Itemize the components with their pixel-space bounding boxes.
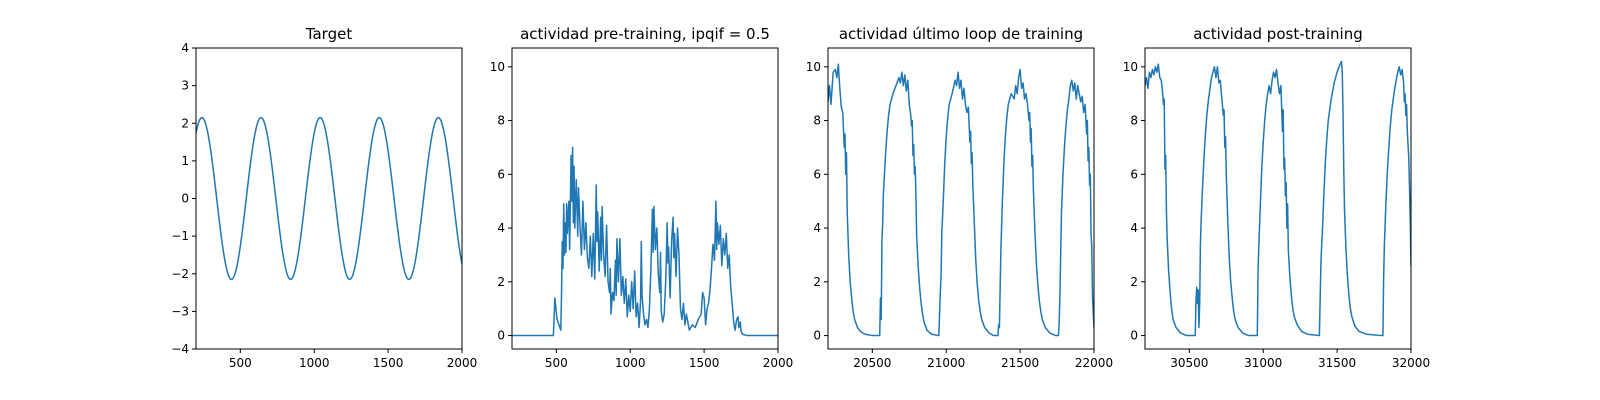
y-tick-label: 4 [1130, 221, 1138, 235]
x-tick-label: 500 [545, 356, 568, 370]
x-tick-label: 1500 [689, 356, 720, 370]
x-tick-label: 20500 [853, 356, 891, 370]
panel-title: actividad último loop de training [839, 25, 1083, 43]
y-tick-label: 1 [181, 154, 189, 168]
y-tick-label: 8 [813, 114, 821, 128]
y-tick-label: 0 [181, 192, 189, 206]
y-tick-label: 0 [497, 329, 505, 343]
series-line [1145, 60, 1411, 337]
y-tick-label: 6 [497, 167, 505, 181]
x-tick-label: 31500 [1318, 356, 1356, 370]
y-tick-label: 6 [1130, 167, 1138, 181]
y-tick-label: 6 [813, 167, 821, 181]
y-tick-label: 8 [1130, 114, 1138, 128]
y-tick-label: 10 [1123, 60, 1138, 74]
x-tick-label: 2000 [447, 356, 478, 370]
y-tick-label: −3 [171, 304, 189, 318]
x-tick-label: 1500 [373, 356, 404, 370]
x-tick-label: 21500 [1001, 356, 1039, 370]
y-tick-label: 4 [813, 221, 821, 235]
axes-frame [827, 47, 1095, 350]
y-tick-label: 2 [813, 275, 821, 289]
y-tick-label: 4 [497, 221, 505, 235]
y-tick-label: 0 [1130, 329, 1138, 343]
x-tick-label: 30500 [1170, 356, 1208, 370]
axes-frame [1144, 47, 1412, 350]
axes-frame [511, 47, 779, 350]
x-tick-label: 21000 [927, 356, 965, 370]
x-tick-label: 31000 [1244, 356, 1282, 370]
y-tick-label: 2 [181, 116, 189, 130]
y-tick-label: 0 [813, 329, 821, 343]
y-tick-label: 2 [497, 275, 505, 289]
series-line [196, 116, 462, 281]
y-tick-label: 2 [1130, 275, 1138, 289]
series-line [828, 63, 1094, 337]
panel-title: Target [305, 25, 353, 43]
panel-last-training-loop: actividad último loop de training 20500 2… [806, 25, 1113, 370]
x-tick-label: 500 [229, 356, 252, 370]
y-tick-label: 10 [490, 60, 505, 74]
y-tick-label: −2 [171, 267, 189, 281]
x-tick-label: 1000 [299, 356, 330, 370]
panel-title: actividad post-training [1193, 25, 1362, 43]
series-line [512, 146, 778, 337]
x-tick-label: 1000 [615, 356, 646, 370]
y-tick-label: 4 [181, 41, 189, 55]
panel-title: actividad pre-training, ipqif = 0.5 [520, 25, 770, 43]
y-tick-label: −1 [171, 229, 189, 243]
x-tick-label: 32000 [1392, 356, 1430, 370]
panel-target: Target 500 1000 1500 2000 −4 −3 −2 −1 0 1 2 3 4 [171, 25, 477, 370]
x-tick-label: 22000 [1075, 356, 1113, 370]
y-tick-label: 3 [181, 79, 189, 93]
y-tick-label: 10 [806, 60, 821, 74]
y-tick-label: −4 [171, 342, 189, 356]
x-tick-label: 2000 [763, 356, 794, 370]
panel-post-training: actividad post-training 30500 31000 31500 3… [1123, 25, 1430, 370]
panel-pre-training: actividad pre-training, ipqif = 0.5 500 1… [490, 25, 794, 370]
y-tick-label: 8 [497, 114, 505, 128]
